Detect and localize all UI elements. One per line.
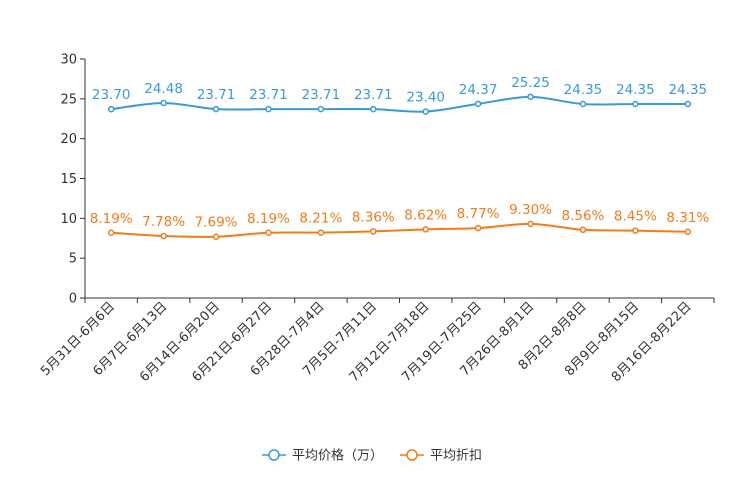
data-point (265, 105, 272, 113)
data-point (527, 220, 534, 228)
data-point (265, 229, 272, 237)
data-point (579, 226, 587, 234)
data-label: 24.37 (459, 82, 498, 98)
series-line (111, 95, 688, 113)
data-point (160, 232, 167, 240)
data-label: 7.78% (142, 214, 185, 230)
legend-marker-icon (268, 449, 280, 461)
legend-item-1[interactable]: 平均折扣 (400, 449, 482, 464)
data-point (684, 100, 692, 108)
data-point (370, 105, 377, 113)
series-line (111, 222, 688, 238)
data-label: 23.71 (249, 87, 288, 103)
data-label: 8.36% (352, 209, 395, 225)
series-1: 8.19% 7.78% 7.69% 8.19% 8.21% 8.36% 8.62% 8.77%… (90, 202, 709, 240)
data-label: 24.35 (616, 82, 655, 98)
data-label: 8.21% (299, 211, 342, 227)
data-point (422, 226, 429, 233)
data-point (107, 105, 115, 113)
y-tick-label: 30 (60, 53, 77, 68)
data-label: 9.30% (509, 202, 552, 218)
data-label: 24.35 (564, 82, 603, 98)
data-point (474, 224, 482, 232)
data-label: 8.62% (404, 207, 447, 223)
data-point (684, 228, 692, 236)
data-label: 24.35 (668, 82, 707, 98)
data-label: 23.71 (354, 87, 393, 103)
data-label: 23.71 (302, 87, 341, 103)
data-point (579, 100, 587, 108)
data-label: 8.19% (90, 211, 133, 227)
data-label: 25.25 (511, 75, 550, 91)
y-tick-label: 0 (69, 292, 77, 307)
data-point (474, 100, 482, 108)
data-point (370, 228, 377, 235)
legend[interactable]: 平均价格（万） 平均折扣 (262, 448, 482, 464)
data-point (317, 229, 325, 236)
data-point (527, 93, 534, 101)
data-label: 8.19% (247, 211, 290, 227)
data-point (632, 227, 639, 234)
data-label: 8.31% (666, 210, 709, 226)
data-point (212, 105, 220, 113)
y-tick-label: 25 (60, 92, 77, 107)
data-label: 23.70 (92, 87, 131, 103)
data-point (422, 108, 429, 115)
data-label: 8.45% (614, 209, 657, 225)
data-label: 7.69% (195, 215, 238, 231)
legend-marker-icon (406, 449, 418, 461)
data-point (317, 105, 325, 113)
y-tick-label: 5 (69, 252, 77, 267)
y-tick-label: 10 (60, 212, 77, 227)
y-tick-label: 20 (60, 132, 77, 147)
data-point (160, 99, 167, 107)
series-0: 23.70 24.48 23.71 23.71 23.71 23.71 23.40 24.37… (92, 75, 707, 115)
legend-label: 平均折扣 (430, 449, 482, 464)
data-label: 23.40 (406, 90, 445, 106)
legend-label: 平均价格（万） (292, 448, 383, 464)
data-point (212, 233, 220, 240)
data-label: 8.77% (457, 206, 500, 222)
data-point (107, 229, 115, 237)
series-layer: 23.70 24.48 23.71 23.71 23.71 23.71 23.40 24.37… (90, 75, 709, 240)
data-label: 23.71 (197, 87, 236, 103)
data-label: 8.56% (562, 208, 605, 224)
y-tick-label: 15 (60, 172, 77, 187)
data-label: 24.48 (144, 81, 183, 97)
data-point (632, 100, 639, 108)
legend-item-0[interactable]: 平均价格（万） (262, 448, 383, 464)
